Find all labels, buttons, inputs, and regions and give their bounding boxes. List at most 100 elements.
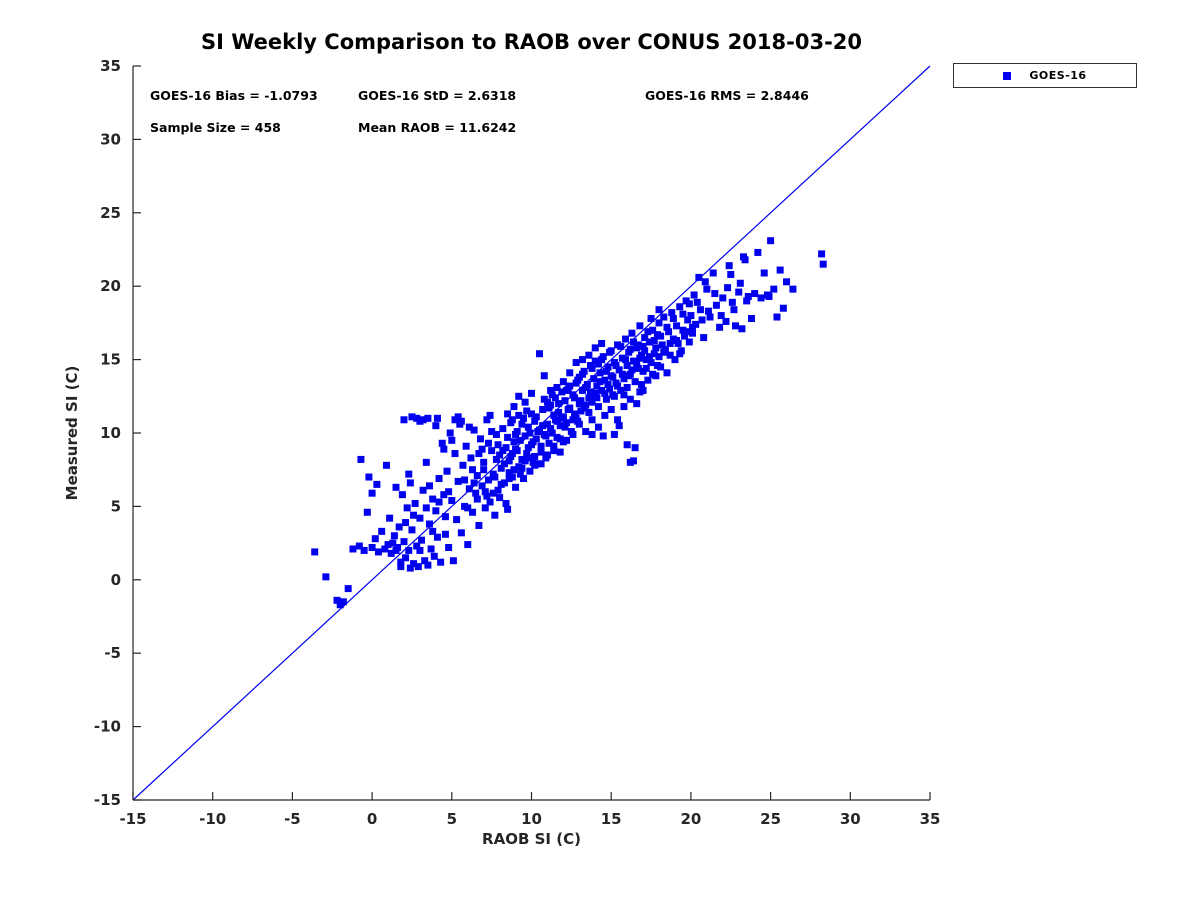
data-point [547,386,555,394]
data-point [494,486,502,494]
data-point [657,332,665,340]
data-point [569,430,577,438]
data-point [660,313,668,321]
data-point [387,549,395,557]
data-point [504,505,512,513]
data-point [524,444,532,452]
data-point [617,342,625,350]
data-point [446,429,454,437]
data-point [499,447,507,455]
data-point [818,250,826,258]
data-point [441,530,449,538]
data-point [521,398,529,406]
data-point [773,313,781,321]
data-point [475,521,483,529]
data-point [400,416,408,424]
data-point [402,554,410,562]
data-point [630,338,638,346]
data-point [528,410,535,418]
data-point [716,323,724,331]
data-point [728,298,736,306]
data-point [505,475,513,483]
data-point [454,413,462,421]
data-point [594,423,602,431]
data-point [594,403,602,411]
data-point [650,337,658,345]
data-point [465,423,473,431]
data-point [411,499,419,507]
data-point [744,292,752,300]
data-point [459,461,467,469]
data-point [663,369,671,377]
data-point [558,414,566,422]
data-point [564,406,572,414]
data-point [464,504,472,512]
data-point [577,397,585,405]
data-point [311,548,319,556]
data-point [665,328,673,336]
data-point [620,403,628,411]
x-tick-label: 5 [447,810,457,828]
data-point [626,345,634,353]
data-point [655,319,663,327]
data-point [628,366,636,374]
data-point [524,454,532,462]
data-point [441,513,449,521]
data-point [484,439,492,447]
data-point [588,416,596,424]
data-point [504,433,512,441]
data-point [770,285,778,293]
data-point [596,369,604,377]
data-point [735,288,743,296]
data-point [743,297,751,305]
data-point [593,394,601,402]
data-point [688,329,696,337]
data-point [609,373,617,381]
data-point [408,413,416,421]
data-point [604,381,612,389]
data-point [590,375,598,383]
data-point [566,382,574,390]
data-point [717,312,725,320]
data-point [491,511,499,519]
data-point [711,290,719,298]
data-point [606,385,614,393]
data-point [563,386,571,394]
data-point [571,394,579,402]
data-point [688,323,696,331]
data-point [531,461,539,469]
data-point [333,596,341,604]
data-point [754,248,762,256]
y-tick-label: -10 [94,718,121,736]
data-point [658,341,666,349]
data-point [461,476,469,484]
x-tick-label: 35 [920,810,941,828]
stat-bias: GOES-16 Bias = -1.0793 [150,88,318,103]
data-point [430,552,438,560]
data-point [555,400,563,408]
data-point [491,473,499,481]
data-point [666,351,674,359]
data-point [462,442,470,450]
stat-mean-raob: Mean RAOB = 11.6242 [358,120,517,135]
data-point [374,548,382,556]
stat-sample-size: Sample Size = 458 [150,120,281,135]
data-point [685,338,693,346]
data-point [736,279,744,287]
data-point [637,381,645,389]
data-point [496,451,504,459]
data-point [727,270,735,278]
data-point [378,527,386,535]
data-point [580,404,588,412]
data-point [655,306,663,314]
x-tick-label: 25 [760,810,781,828]
data-point [757,294,765,302]
data-point [496,494,504,502]
x-tick-label: 20 [680,810,701,828]
data-point [647,314,655,322]
data-point [500,460,508,468]
y-tick-label: 25 [100,204,121,222]
x-tick-label: -15 [119,810,146,828]
data-point [636,322,644,330]
data-point [497,464,505,472]
